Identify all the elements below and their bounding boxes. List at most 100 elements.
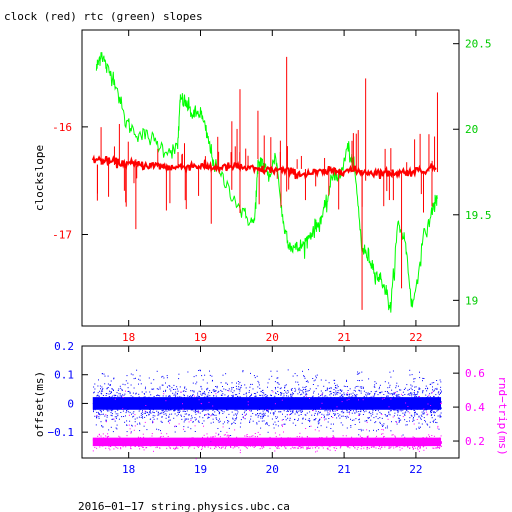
offset-point	[395, 402, 397, 404]
offset-point	[431, 414, 433, 416]
offset-point	[305, 388, 307, 390]
offset-point	[100, 403, 102, 405]
offset-point	[379, 417, 381, 419]
offset-point	[419, 388, 421, 390]
offset-point	[390, 410, 392, 412]
offset-point	[406, 384, 408, 386]
offset-point	[408, 388, 410, 390]
offset-point	[317, 401, 319, 403]
offset-point	[281, 398, 283, 400]
offset-point	[313, 380, 315, 382]
offset-point	[179, 386, 181, 388]
rndtrip-point	[106, 437, 108, 439]
rndtrip-point	[375, 437, 377, 439]
rndtrip-point	[177, 447, 179, 449]
offset-point	[434, 418, 436, 420]
rndtrip-point	[392, 445, 394, 447]
rndtrip-point	[247, 442, 249, 444]
offset-point	[161, 412, 163, 414]
offset-point	[230, 401, 232, 403]
offset-point	[368, 417, 370, 418]
offset-point	[139, 404, 141, 406]
offset-point	[159, 403, 161, 405]
rndtrip-point	[207, 436, 209, 438]
offset-point	[236, 408, 238, 410]
offset-point	[419, 377, 421, 379]
offset-point	[323, 417, 325, 419]
offset-point	[258, 413, 260, 415]
offset-point	[207, 398, 208, 400]
rndtrip-point	[274, 432, 276, 434]
offset-point	[268, 408, 270, 410]
offset-point	[361, 371, 363, 373]
rndtrip-point	[375, 444, 377, 446]
rndtrip-point	[416, 443, 418, 444]
offset-point	[171, 403, 172, 405]
offset-point	[101, 393, 103, 395]
bottom-y-tick-label: 0	[67, 397, 74, 410]
offset-point	[366, 408, 368, 410]
rndtrip-point	[360, 448, 362, 450]
rndtrip-point	[285, 447, 287, 449]
offset-point	[115, 413, 117, 415]
rndtrip-point	[349, 413, 350, 415]
offset-point	[216, 405, 218, 407]
rndtrip-point	[219, 439, 220, 441]
offset-point	[252, 402, 254, 404]
rndtrip-point	[339, 441, 341, 443]
offset-point	[252, 388, 254, 390]
offset-point	[420, 414, 422, 416]
offset-point	[173, 410, 174, 412]
offset-point	[148, 414, 150, 416]
rndtrip-point	[422, 446, 424, 448]
offset-point	[297, 393, 299, 395]
offset-point	[360, 428, 362, 430]
rndtrip-point	[358, 444, 360, 446]
rndtrip-point	[144, 440, 146, 442]
offset-point	[93, 392, 95, 394]
offset-point	[305, 391, 307, 393]
rndtrip-point	[308, 441, 310, 443]
offset-point	[292, 400, 294, 402]
rndtrip-point	[193, 395, 195, 397]
offset-point	[122, 403, 124, 405]
offset-point	[317, 397, 319, 399]
offset-point	[435, 406, 437, 408]
offset-point	[376, 402, 378, 404]
rndtrip-point	[401, 439, 403, 441]
rndtrip-point	[298, 442, 300, 443]
offset-point	[343, 411, 345, 413]
offset-point	[348, 406, 350, 408]
offset-point	[133, 406, 135, 408]
rndtrip-point	[314, 446, 316, 448]
offset-point	[396, 407, 398, 409]
rndtrip-point	[373, 441, 375, 443]
offset-point	[379, 386, 380, 388]
rndtrip-point	[287, 437, 289, 439]
rndtrip-point	[256, 441, 258, 442]
offset-point	[112, 398, 114, 400]
offset-point	[194, 399, 196, 401]
offset-point	[198, 396, 200, 397]
offset-point	[120, 387, 122, 389]
offset-point	[366, 398, 368, 400]
offset-point	[291, 410, 293, 412]
offset-point	[257, 413, 258, 414]
offset-point	[361, 401, 363, 403]
offset-point	[204, 396, 206, 398]
offset-point	[417, 406, 419, 408]
bottom-x-tick-label: 21	[337, 463, 350, 476]
offset-point	[94, 405, 96, 407]
offset-point	[193, 401, 195, 403]
offset-point	[334, 386, 336, 388]
offset-point	[93, 409, 94, 411]
offset-point	[202, 410, 204, 412]
rndtrip-point	[359, 443, 361, 445]
offset-point	[226, 402, 228, 404]
offset-point	[94, 404, 96, 406]
rndtrip-point	[417, 440, 419, 442]
offset-point	[422, 377, 424, 379]
offset-point	[394, 409, 396, 411]
offset-point	[284, 387, 286, 389]
offset-point	[211, 407, 213, 409]
